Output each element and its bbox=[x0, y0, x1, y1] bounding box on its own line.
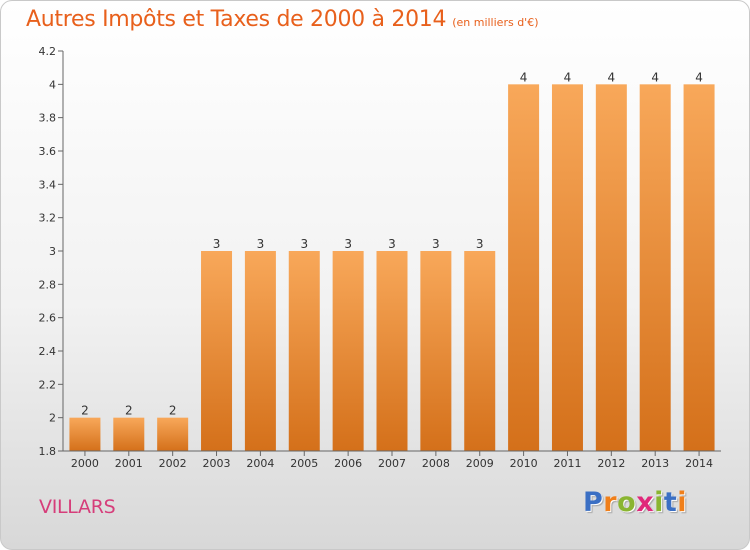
bar bbox=[464, 251, 496, 451]
bar-data-label: 2 bbox=[125, 404, 133, 418]
x-tick-label: 2007 bbox=[378, 457, 406, 470]
y-axis: 1.8 2 2.2 2.4 2.6 2.8 3 3.2 3.4 3.6 3.8 4 4.2 bbox=[39, 45, 64, 458]
x-tick-label: 2011 bbox=[553, 457, 581, 470]
bar bbox=[201, 251, 233, 451]
x-tick-label: 2004 bbox=[246, 457, 274, 470]
logo-letter: i bbox=[677, 487, 688, 518]
x-tick-label: 2014 bbox=[685, 457, 713, 470]
bar bbox=[508, 84, 540, 451]
bar bbox=[244, 251, 276, 451]
bar-data-label: 4 bbox=[520, 70, 528, 84]
bar-data-label: 4 bbox=[695, 70, 703, 84]
x-tick-label: 2005 bbox=[290, 457, 318, 470]
x-tick-label: 2008 bbox=[422, 457, 450, 470]
y-tick-label: 2.2 bbox=[39, 378, 57, 391]
x-axis: 2000 2001 2002 2003 2004 2005 2006 2007 2008 2009… bbox=[63, 450, 721, 470]
bar-data-label: 4 bbox=[651, 70, 659, 84]
bar-data-label: 3 bbox=[344, 237, 352, 251]
x-tick-label: 2010 bbox=[510, 457, 538, 470]
bar bbox=[376, 251, 408, 451]
bar-data-label: 3 bbox=[432, 237, 440, 251]
y-tick-label: 2.6 bbox=[39, 312, 57, 325]
y-tick-label: 2 bbox=[49, 412, 56, 425]
proxiti-logo: Proxiti bbox=[583, 487, 687, 518]
logo-letter: t bbox=[663, 487, 678, 518]
bar-data-label: 3 bbox=[476, 237, 484, 251]
bar bbox=[420, 251, 452, 451]
place-name: VILLARS bbox=[39, 496, 116, 518]
y-tick-label: 3 bbox=[49, 245, 56, 258]
y-tick-label: 3.2 bbox=[39, 212, 57, 225]
bar-data-label: 2 bbox=[169, 404, 177, 418]
chart-title-block: Autres Impôts et Taxes de 2000 à 2014 (en… bbox=[26, 7, 538, 32]
logo-letter: r bbox=[603, 487, 618, 518]
bar bbox=[113, 417, 145, 451]
logo-letter: o bbox=[617, 487, 637, 518]
y-tick-label: 3.4 bbox=[39, 178, 57, 191]
bar-data-label: 3 bbox=[257, 237, 265, 251]
y-tick-label: 4.2 bbox=[39, 45, 57, 58]
logo-letter: P bbox=[583, 487, 604, 518]
y-tick-label: 3.6 bbox=[39, 145, 57, 158]
x-tick-label: 2002 bbox=[159, 457, 187, 470]
x-tick-label: 2000 bbox=[71, 457, 99, 470]
x-tick-label: 2003 bbox=[203, 457, 231, 470]
x-tick-label: 2013 bbox=[641, 457, 669, 470]
bar bbox=[288, 251, 320, 451]
y-tick-label: 4 bbox=[49, 78, 56, 91]
bar-data-label: 2 bbox=[81, 404, 89, 418]
bar bbox=[69, 417, 101, 451]
x-tick-label: 2006 bbox=[334, 457, 362, 470]
bar bbox=[683, 84, 715, 451]
bar-data-label: 3 bbox=[388, 237, 396, 251]
bar bbox=[639, 84, 671, 451]
chart-title: Autres Impôts et Taxes de 2000 à 2014 bbox=[26, 7, 447, 32]
y-tick-label: 3.8 bbox=[39, 112, 57, 125]
bar-data-label: 3 bbox=[213, 237, 221, 251]
bar-data-label: 4 bbox=[564, 70, 572, 84]
bar bbox=[157, 417, 189, 451]
x-tick-label: 2009 bbox=[466, 457, 494, 470]
x-tick-label: 2001 bbox=[115, 457, 143, 470]
bar-data-label: 4 bbox=[608, 70, 616, 84]
bars-group: 2 2 2 3 3 3 3 3 3 3 4 4 4 4 4 bbox=[69, 70, 715, 451]
x-tick-label: 2012 bbox=[597, 457, 625, 470]
bar bbox=[595, 84, 627, 451]
bar bbox=[332, 251, 364, 451]
logo-letter: x bbox=[636, 487, 655, 518]
bar bbox=[551, 84, 583, 451]
logo-letter: i bbox=[654, 487, 664, 518]
y-tick-label: 2.4 bbox=[39, 345, 57, 358]
y-tick-label: 2.8 bbox=[39, 278, 57, 291]
chart-subtitle: (en milliers d'€) bbox=[452, 16, 539, 29]
bar-data-label: 3 bbox=[300, 237, 308, 251]
y-tick-label: 1.8 bbox=[39, 445, 57, 458]
